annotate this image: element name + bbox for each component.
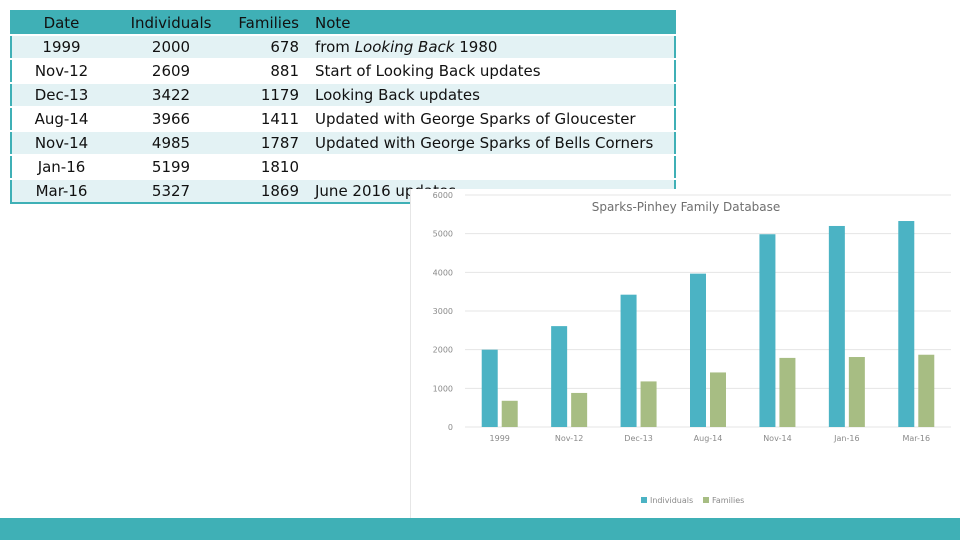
cell-families: 1787 xyxy=(260,134,299,152)
footer-bar xyxy=(0,518,960,540)
y-tick-label: 2000 xyxy=(433,346,453,355)
table-header-row: Date Individuals Families Note xyxy=(11,11,675,35)
header-individuals: Individuals xyxy=(130,14,212,32)
cell-families: 678 xyxy=(270,38,299,56)
cell-note: Updated with George Sparks of Bells Corn… xyxy=(309,131,675,155)
bar-individuals-1999 xyxy=(481,349,498,427)
cell-individuals: 2609 xyxy=(151,62,191,80)
bar-families-aug-14 xyxy=(710,372,726,427)
note-suffix: 1980 xyxy=(454,38,498,56)
x-tick-label: Nov-12 xyxy=(555,434,583,443)
legend-swatch-individuals xyxy=(641,497,647,503)
cell-note: Updated with George Sparks of Gloucester xyxy=(309,107,675,131)
header-date: Date xyxy=(43,14,80,32)
cell-individuals: 3422 xyxy=(151,86,191,104)
bar-families-1999 xyxy=(501,400,518,427)
cell-individuals: 4985 xyxy=(151,134,191,152)
chart-container: 0 1000 2000 3000 4000 5000 6000 Sparks-Pinhey F… xyxy=(410,189,960,519)
cell-families: 1179 xyxy=(260,86,299,104)
table-row: Aug-14 3966 1411 Updated with George Sparks… xyxy=(11,107,675,131)
cell-date: Dec-13 xyxy=(34,86,89,104)
bar-individuals-nov-14 xyxy=(759,234,776,427)
data-table: Date Individuals Families Note 1999 2000 6… xyxy=(10,10,676,204)
bar-individuals-dec-13 xyxy=(620,294,637,427)
table-row: Nov-14 4985 1787 Updated with George Sparks… xyxy=(11,131,675,155)
x-tick-label: Mar-16 xyxy=(902,434,930,443)
note-prefix: from xyxy=(315,38,355,56)
note-prefix: Updated with George Sparks of Gloucester xyxy=(315,110,636,128)
cell-families: 1869 xyxy=(260,182,299,200)
cell-date: Nov-14 xyxy=(34,134,89,152)
table-row: Dec-13 3422 1179 Looking Back updates xyxy=(11,83,675,107)
legend-label-families: Families xyxy=(712,496,744,505)
cell-families: 1810 xyxy=(260,158,299,176)
legend-label-individuals: Individuals xyxy=(650,496,693,505)
y-tick-label: 0 xyxy=(448,423,453,432)
note-prefix: Looking Back updates xyxy=(315,86,480,104)
cell-note: from Looking Back 1980 xyxy=(309,35,675,59)
bar-families-dec-13 xyxy=(640,381,657,427)
table-row: Nov-12 2609 881 Start of Looking Back updat… xyxy=(11,59,675,83)
cell-individuals: 5327 xyxy=(151,182,191,200)
cell-families: 1411 xyxy=(260,110,299,128)
cell-date: 1999 xyxy=(42,38,81,56)
cell-date: Mar-16 xyxy=(35,182,88,200)
cell-date: Nov-12 xyxy=(34,62,89,80)
x-tick-label: Dec-13 xyxy=(624,434,653,443)
cell-note: Start of Looking Back updates xyxy=(309,59,675,83)
cell-families: 881 xyxy=(270,62,299,80)
bar-individuals-nov-12 xyxy=(551,326,568,427)
legend-swatch-families xyxy=(703,497,709,503)
y-tick-label: 3000 xyxy=(433,307,453,316)
bar-individuals-aug-14 xyxy=(690,273,706,427)
cell-date: Aug-14 xyxy=(34,110,89,128)
cell-individuals: 3966 xyxy=(151,110,191,128)
bar-families-jan-16 xyxy=(848,357,865,427)
table-row: Jan-16 5199 1810 xyxy=(11,155,675,179)
header-note: Note xyxy=(315,14,351,32)
y-tick-label: 6000 xyxy=(433,191,453,200)
bar-individuals-jan-16 xyxy=(828,225,845,427)
note-italic: Looking Back xyxy=(354,38,455,56)
bar-individuals-mar-16 xyxy=(898,221,915,427)
y-tick-label: 4000 xyxy=(433,268,453,277)
x-tick-label: Jan-16 xyxy=(833,434,859,443)
table-row: 1999 2000 678 from Looking Back 1980 xyxy=(11,35,675,59)
x-tick-label: Nov-14 xyxy=(763,434,791,443)
x-tick-label: 1999 xyxy=(490,434,510,443)
y-tick-label: 5000 xyxy=(433,230,453,239)
chart-title: Sparks-Pinhey Family Database xyxy=(592,200,781,214)
cell-individuals: 5199 xyxy=(151,158,191,176)
bar-chart: 0 1000 2000 3000 4000 5000 6000 Sparks-Pinhey F… xyxy=(433,191,951,505)
note-prefix: Start of Looking Back updates xyxy=(315,62,541,80)
cell-date: Jan-16 xyxy=(37,158,86,176)
x-tick-label: Aug-14 xyxy=(694,434,723,443)
note-prefix: Updated with George Sparks of Bells Corn… xyxy=(315,134,654,152)
cell-individuals: 2000 xyxy=(151,38,191,56)
cell-note xyxy=(309,155,675,179)
bar-families-mar-16 xyxy=(918,354,935,427)
y-tick-label: 1000 xyxy=(433,384,453,393)
bar-families-nov-14 xyxy=(779,357,796,427)
header-families: Families xyxy=(238,14,299,32)
cell-note: Looking Back updates xyxy=(309,83,675,107)
bar-families-nov-12 xyxy=(571,392,588,427)
